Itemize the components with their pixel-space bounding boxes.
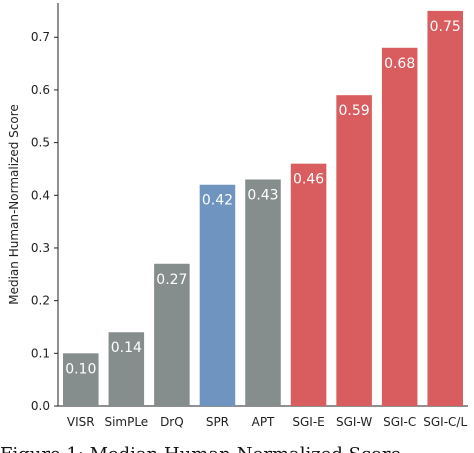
y-tick-label: 0.4	[31, 188, 50, 202]
y-tick-label: 0.6	[31, 83, 50, 97]
bar-value-label: 0.59	[339, 103, 370, 119]
bar	[290, 163, 327, 406]
x-tick-label: SGI-E	[292, 415, 324, 429]
bar	[427, 10, 463, 407]
bar-value-label: 0.68	[384, 56, 415, 72]
bar-value-label: 0.10	[65, 361, 96, 377]
bar-value-label: 0.75	[430, 19, 461, 35]
bar	[154, 263, 190, 406]
bar	[336, 95, 372, 406]
y-tick-label: 0.7	[31, 30, 50, 44]
bar-value-label: 0.43	[247, 187, 278, 203]
x-ticks: VISR SimPLe DrQ SPR APT SGI-E SGI-W SGI-C SGI-C/…	[67, 415, 468, 429]
figure-caption: Figure 1: Median Human-Normalized Score	[0, 440, 474, 453]
y-tick-label: 0.1	[31, 346, 50, 360]
bar-value-label: 0.14	[111, 340, 142, 356]
x-tick-label: SGI-C/L	[423, 415, 467, 429]
bar	[63, 353, 99, 406]
y-tick-label: 0.5	[31, 136, 50, 150]
x-tick-label: SGI-C	[383, 415, 416, 429]
x-tick-label: VISR	[67, 415, 95, 429]
y-ticks: 0.0 0.1 0.2 0.3 0.4 0.5 0.6 0.7	[31, 30, 58, 413]
bar-chart: 0.10 0.14 0.27 0.42 0.43 0.46 0.59 0.68 0.75 0.0…	[7, 3, 468, 429]
bar-value-label: 0.42	[202, 193, 233, 209]
bars: 0.10 0.14 0.27 0.42 0.43 0.46 0.59 0.68 0.75	[63, 10, 463, 407]
bar	[245, 179, 281, 406]
x-tick-label: APT	[252, 415, 275, 429]
x-tick-label: SPR	[206, 415, 229, 429]
y-tick-label: 0.2	[31, 294, 50, 308]
y-tick-label: 0.3	[31, 241, 50, 255]
x-tick-label: SimPLe	[104, 415, 148, 429]
bar	[381, 47, 418, 407]
bar	[199, 184, 236, 406]
x-tick-label: DrQ	[160, 415, 184, 429]
bar-value-label: 0.46	[293, 172, 324, 188]
y-tick-label: 0.0	[31, 399, 50, 413]
bar	[108, 332, 145, 406]
y-axis-label: Median Human-Normalized Score	[7, 104, 21, 305]
bar-value-label: 0.27	[156, 272, 187, 288]
x-tick-label: SGI-W	[336, 415, 372, 429]
